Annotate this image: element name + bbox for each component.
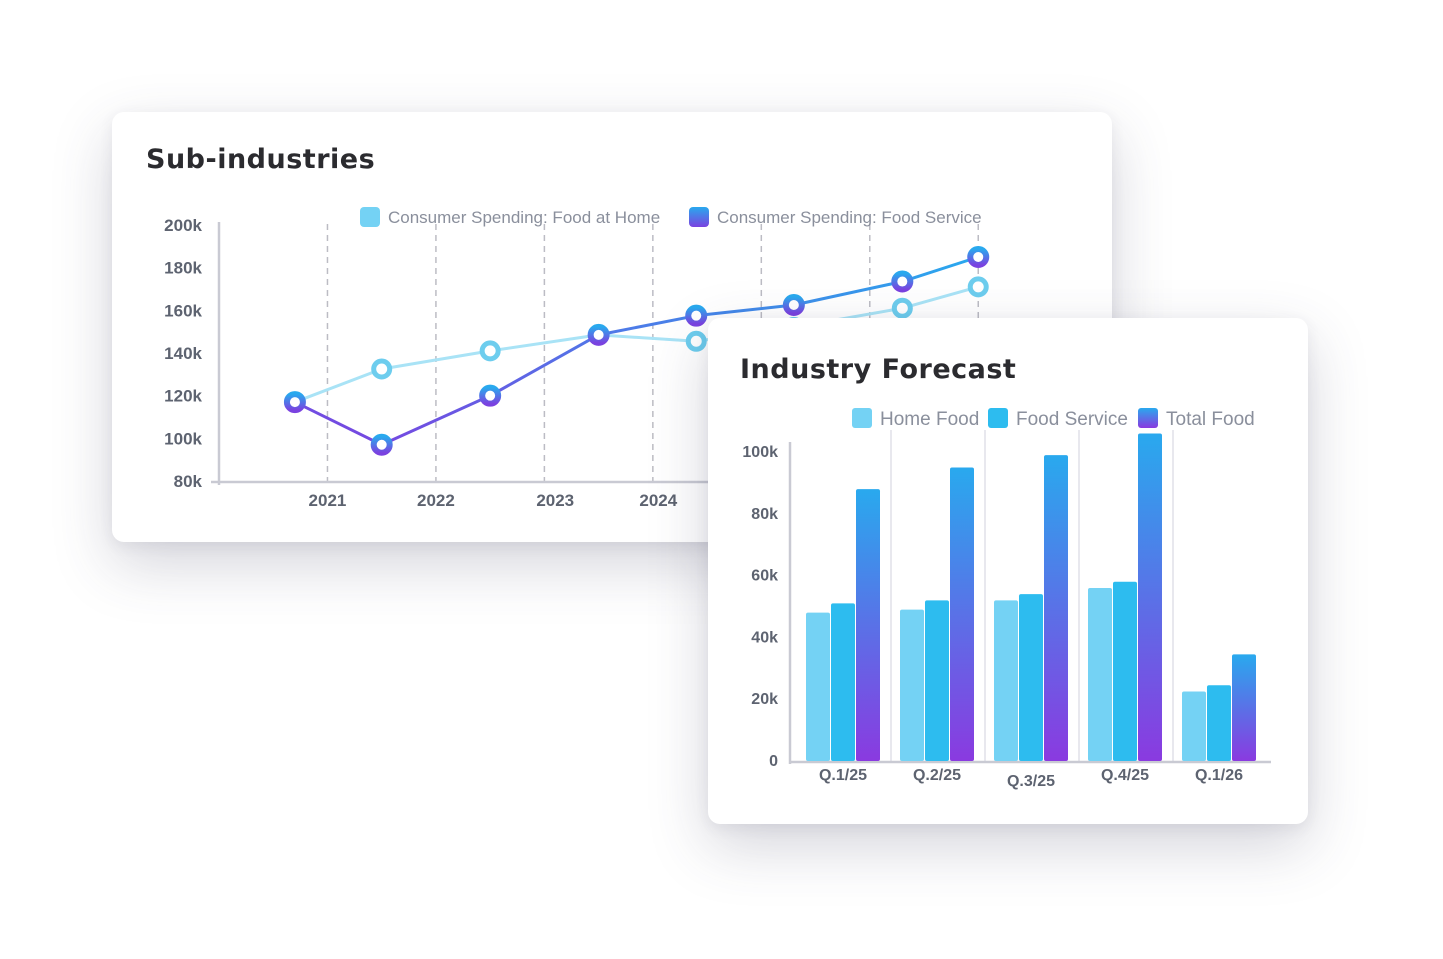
bar-home-food [1088,587,1112,761]
point-food-service [370,433,393,456]
x-tick-label: Q.3/25 [1007,773,1055,790]
bar-home-food [1182,691,1206,761]
industry-forecast-title: Industry Forecast [740,354,1017,385]
x-tick-label: Q.1/26 [1195,767,1243,784]
bar-food-service [1019,594,1043,761]
y-tick-label: 0 [769,753,778,770]
point-food-service [587,323,610,346]
x-tick-label: 2023 [536,491,574,510]
y-tick-label: 60k [751,568,778,585]
bar-food-service [1207,685,1231,761]
bar-food-service [1113,581,1137,761]
industry-forecast-card: Industry Forecast 0 20k 40k 60k 80k 100k Home … [708,318,1308,824]
x-tick-label: Q.2/25 [913,767,961,784]
point-food-service [967,246,990,268]
point-food-service [891,270,914,293]
point-food-at-home [685,330,707,352]
y-tick-label: 180k [164,259,202,278]
industry-forecast-bar-chart: 0 20k 40k 60k 80k 100k Home Food Food Service To… [742,408,1271,790]
legend-label-1: Consumer Spending: Food at Home [388,208,660,227]
bar-total-food [1044,455,1068,761]
x-tick-label: 2021 [309,491,347,510]
legend-label-1: Home Food [880,409,979,430]
legend-swatch-1 [852,408,872,428]
legend-label-3: Total Food [1166,409,1255,430]
point-food-service [283,391,306,414]
sub-industries-title: Sub-industries [146,144,376,175]
y-tick-label: 200k [164,216,202,235]
bar-food-service [925,600,949,761]
y-tick-label: 140k [164,344,202,363]
y-tick-label: 40k [751,629,778,646]
y-tick-label: 80k [751,506,778,523]
y-tick-label: 80k [174,472,203,491]
bar-home-food [900,609,924,761]
legend-swatch-1 [360,207,380,227]
legend-swatch-2 [689,207,709,227]
x-tick-label: 2024 [639,491,677,510]
series-line-food-service [294,255,979,447]
y-tick-label: 160k [164,301,202,320]
point-food-at-home [371,358,393,380]
bar-total-food [1232,654,1256,761]
legend-swatch-3 [1138,408,1158,428]
x-tick-label: Q.1/25 [819,767,867,784]
legend-label-2: Food Service [1016,409,1128,430]
y-tick-label: 120k [164,387,202,406]
legend-swatch-2 [988,408,1008,428]
point-food-at-home [967,276,989,298]
bar-home-food [806,612,830,761]
x-tick-label: Q.4/25 [1101,767,1149,784]
y-tick-label: 20k [751,691,778,708]
bar-food-service [831,603,855,761]
series-line-food-at-home [294,285,979,404]
point-food-service [479,384,502,407]
bar-total-food [1138,433,1162,761]
point-food-at-home [891,297,913,319]
point-food-at-home [479,340,501,362]
bar-total-food [856,489,880,761]
bar-total-food [950,467,974,761]
y-tick-label: 100k [164,429,202,448]
legend-label-2: Consumer Spending: Food Service [717,208,982,227]
point-food-service [685,304,708,327]
bar-home-food [994,600,1018,761]
point-food-service [782,294,805,316]
x-tick-label: 2022 [417,491,455,510]
y-tick-label: 100k [742,444,778,461]
